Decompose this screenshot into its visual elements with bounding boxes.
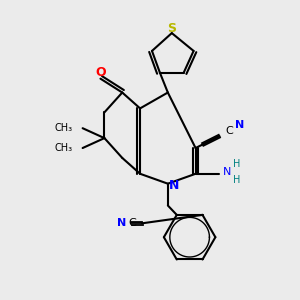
Text: N: N <box>117 218 126 228</box>
Text: C: C <box>225 126 233 136</box>
Text: S: S <box>167 22 176 34</box>
Text: CH₃: CH₃ <box>55 123 73 133</box>
Text: O: O <box>95 66 106 79</box>
Text: N: N <box>169 179 179 192</box>
Text: H: H <box>233 175 241 185</box>
Text: C: C <box>128 218 136 228</box>
Text: N: N <box>223 167 232 177</box>
Text: CH₃: CH₃ <box>55 143 73 153</box>
Text: H: H <box>233 159 241 169</box>
Text: N: N <box>235 120 244 130</box>
